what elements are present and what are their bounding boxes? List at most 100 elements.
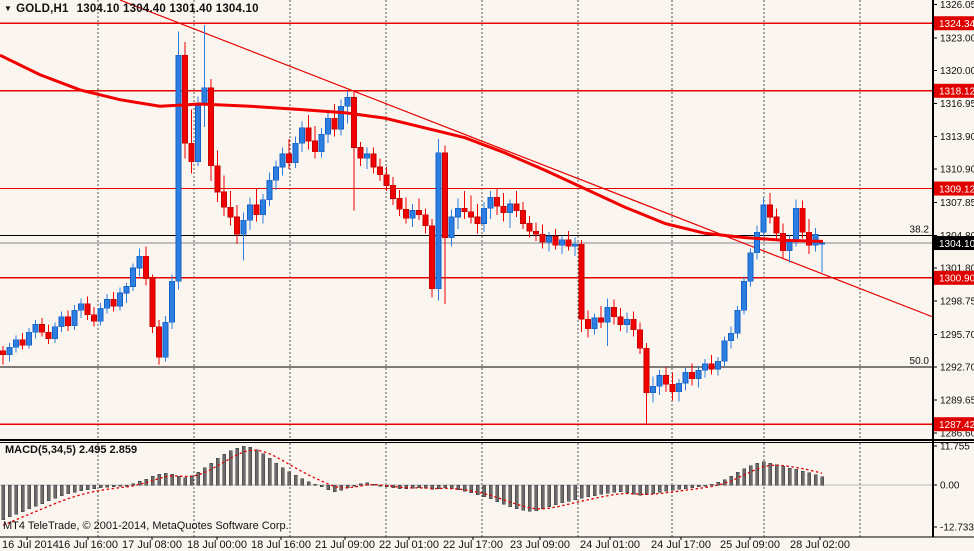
copyright-text: MT4 TeleTrade, © 2001-2014, MetaQuotes S… xyxy=(3,520,289,532)
macd-histogram-bar xyxy=(501,484,506,505)
macd-axis-label: 11.755 xyxy=(940,441,970,452)
macd-histogram-bar xyxy=(280,467,285,486)
time-axis-label: 16 Jul 16:00 xyxy=(58,539,118,551)
candle-bearish xyxy=(156,326,162,358)
candle-bullish xyxy=(78,303,84,311)
macd-histogram-bar xyxy=(709,484,714,486)
macd-signal-line[interactable] xyxy=(2,449,823,526)
candle-bullish xyxy=(734,310,741,334)
candle-bearish xyxy=(585,318,591,330)
candle-bearish xyxy=(468,211,474,218)
time-axis-label: 25 Jul 09:00 xyxy=(720,539,780,551)
candle-bullish xyxy=(682,371,689,384)
candle-bearish xyxy=(331,117,338,130)
macd-histogram-bar xyxy=(586,484,590,498)
macd-histogram-bar xyxy=(332,484,337,492)
candle-bearish xyxy=(643,348,650,394)
candle-bullish xyxy=(487,197,494,209)
macd-histogram-bar xyxy=(774,464,779,486)
price-level-badge xyxy=(934,417,974,432)
price-badge-label: 1318.12 xyxy=(939,87,974,98)
candle-bullish xyxy=(455,207,461,218)
price-level-badge xyxy=(934,16,974,31)
macd-histogram-bar xyxy=(787,467,792,486)
macd-histogram-bar xyxy=(813,474,818,486)
candle-bullish xyxy=(695,369,702,380)
macd-histogram-bar xyxy=(209,462,213,486)
candle-bearish xyxy=(474,216,481,224)
price-axis-label: 1298.75 xyxy=(940,297,974,308)
candle-bullish xyxy=(130,267,136,287)
candle-bullish xyxy=(448,216,455,238)
candle-bullish xyxy=(481,207,487,224)
candle-bearish xyxy=(110,299,117,307)
macd-histogram-bar xyxy=(742,468,746,486)
macd-histogram-bar xyxy=(293,475,298,486)
candle-bearish xyxy=(806,231,812,246)
trend-line[interactable] xyxy=(119,0,934,318)
macd-histogram-bar xyxy=(228,450,233,486)
candle-bearish xyxy=(689,371,695,380)
candle-bullish xyxy=(169,280,175,323)
candle-bullish xyxy=(754,231,760,254)
macd-histogram-bar xyxy=(14,484,18,515)
candle-bullish xyxy=(656,375,663,387)
macd-histogram-bar xyxy=(800,470,805,486)
candle-bearish xyxy=(221,191,227,208)
candle-bearish xyxy=(429,225,435,289)
macd-histogram-bar xyxy=(514,484,519,509)
candle-bullish xyxy=(728,332,734,342)
candle-bearish xyxy=(767,204,773,218)
candle-bearish xyxy=(357,147,364,159)
candle-bullish xyxy=(318,134,325,153)
macd-histogram-bar xyxy=(66,484,70,495)
candle-bullish xyxy=(52,326,58,339)
moving-average-line[interactable] xyxy=(0,53,824,243)
symbol-dropdown-icon[interactable]: ▼ xyxy=(4,4,13,13)
macd-histogram-bar xyxy=(755,463,759,486)
time-axis-label: 24 Jul 17:00 xyxy=(651,539,711,551)
candle-bearish xyxy=(617,316,624,325)
candle-bearish xyxy=(370,153,377,168)
candle-bullish xyxy=(71,310,78,326)
macd-histogram-bar xyxy=(79,484,83,492)
macd-histogram-bar xyxy=(72,484,77,493)
time-axis-label: 16 Jul 2014 xyxy=(2,539,59,551)
macd-histogram-bar xyxy=(59,484,64,497)
price-badge-label: 1300.90 xyxy=(939,274,974,285)
macd-histogram-bar xyxy=(274,462,278,486)
price-axis-label: 1301.80 xyxy=(940,264,974,275)
candle-bearish xyxy=(494,197,500,207)
macd-histogram-bar xyxy=(241,445,246,486)
macd-histogram-bar xyxy=(703,484,707,487)
candle-bearish xyxy=(305,127,312,142)
fibonacci-label: 38.2 xyxy=(910,224,930,235)
candle-bearish xyxy=(663,375,669,385)
macd-histogram-bar xyxy=(248,446,252,486)
candle-bearish xyxy=(578,243,585,320)
macd-histogram-bar xyxy=(690,484,694,488)
macd-histogram-bar xyxy=(189,475,194,486)
candle-bearish xyxy=(799,207,806,233)
price-axis-label: 1320.00 xyxy=(940,66,974,77)
macd-histogram-bar xyxy=(683,484,688,489)
candle-bullish xyxy=(299,127,305,144)
macd-histogram-bar xyxy=(430,484,434,490)
candle-bearish xyxy=(637,329,643,349)
macd-histogram-bar xyxy=(436,484,441,489)
price-axis-label: 1289.65 xyxy=(940,395,974,406)
macd-histogram-bar xyxy=(696,484,701,487)
candle-bearish xyxy=(65,316,71,326)
macd-histogram-bar xyxy=(527,484,532,512)
candle-bearish xyxy=(91,314,97,322)
candle-bearish xyxy=(208,87,214,167)
candle-bullish xyxy=(26,331,32,346)
price-axis-label: 1292.70 xyxy=(940,362,974,373)
candle-bullish xyxy=(240,219,247,235)
macd-histogram-bar xyxy=(469,484,473,494)
time-axis-label: 18 Jul 00:00 xyxy=(187,539,247,551)
candle-bullish xyxy=(13,339,19,348)
macd-histogram-bar xyxy=(20,484,25,512)
